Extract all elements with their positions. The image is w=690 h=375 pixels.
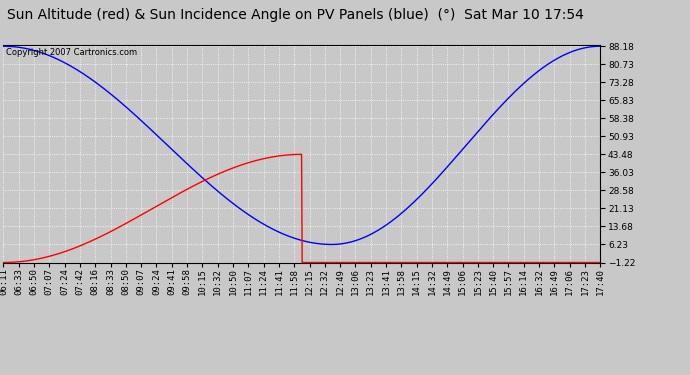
Text: Sun Altitude (red) & Sun Incidence Angle on PV Panels (blue)  (°)  Sat Mar 10 17: Sun Altitude (red) & Sun Incidence Angle… bbox=[7, 8, 584, 21]
Text: Copyright 2007 Cartronics.com: Copyright 2007 Cartronics.com bbox=[6, 48, 137, 57]
